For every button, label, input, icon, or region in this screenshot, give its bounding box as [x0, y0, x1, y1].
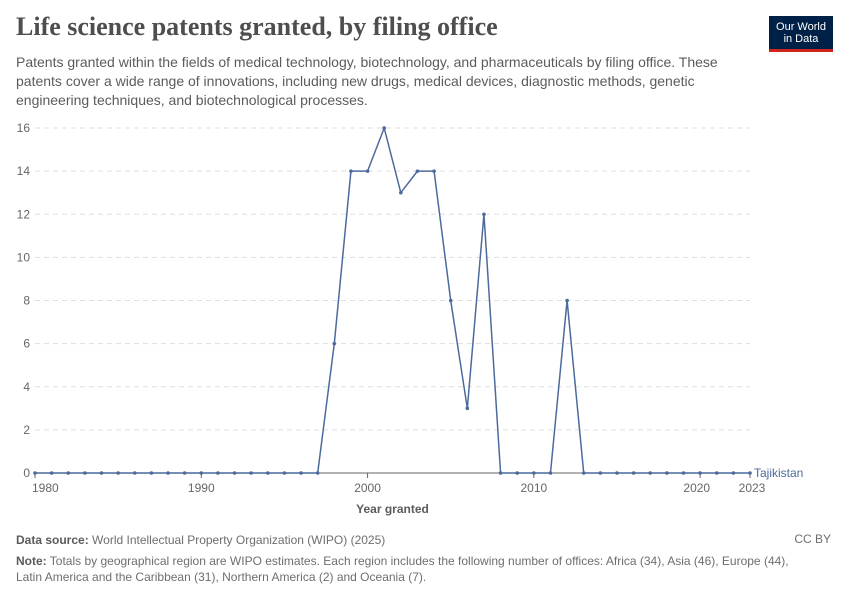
data-point: [731, 471, 736, 475]
data-point: [249, 471, 253, 475]
owid-logo[interactable]: Our World in Data: [769, 16, 833, 52]
data-point: [565, 298, 569, 303]
y-tick-label: 12: [17, 207, 31, 221]
y-tick-label: 14: [17, 164, 31, 178]
source-label: Data source:: [16, 533, 89, 547]
data-point: [132, 471, 137, 475]
line-chart: 0 2 4 6 8 10 12 14 16 1980 1990 2000 2010 2020 2023 T…: [17, 121, 804, 516]
data-point: [532, 471, 536, 475]
data-point: [748, 471, 752, 475]
data-point: [332, 341, 337, 346]
x-axis-label: Year granted: [356, 502, 429, 516]
data-point: [315, 471, 320, 475]
source-link[interactable]: World Intellectual Property Organization…: [92, 533, 386, 547]
data-point: [432, 169, 436, 173]
note-label: Note:: [16, 554, 47, 568]
y-tick-label: 2: [23, 423, 30, 437]
data-point: [232, 471, 237, 475]
data-point: [365, 169, 370, 173]
data-point: [714, 471, 719, 475]
x-tick-label: 2000: [354, 481, 381, 495]
data-point: [515, 471, 520, 475]
data-point: [615, 471, 619, 475]
logo-line-1: Our World: [776, 21, 826, 33]
series-line: [35, 127, 750, 474]
series-layer: Tajikistan: [33, 126, 803, 480]
data-point: [349, 169, 353, 173]
data-point: [498, 471, 503, 475]
data-point: [415, 169, 420, 173]
data-point: [265, 471, 270, 475]
data-point: [581, 471, 586, 475]
data-point: [648, 471, 653, 475]
data-point: [216, 471, 220, 475]
y-tick-label: 4: [23, 380, 30, 394]
y-tick-label: 10: [17, 250, 31, 264]
chart-note: Note: Totals by geographical region are …: [16, 553, 816, 585]
data-point: [448, 298, 453, 303]
note-text: Totals by geographical region are WIPO e…: [16, 554, 789, 584]
data-point: [482, 212, 486, 217]
x-tick-label: 2023: [739, 481, 766, 495]
x-tick-label: 2020: [683, 481, 710, 495]
data-point: [66, 471, 71, 475]
data-point: [665, 471, 669, 475]
data-point: [99, 471, 104, 475]
data-point: [698, 471, 702, 475]
chart-subtitle: Patents granted within the fields of med…: [16, 54, 718, 108]
grid-lines: [35, 127, 750, 474]
data-point: [399, 190, 403, 195]
data-point: [199, 471, 204, 475]
y-axis-ticks: 0 2 4 6 8 10 12 14 16: [17, 121, 31, 480]
series-label: Tajikistan: [754, 466, 803, 480]
data-point: [166, 471, 170, 475]
y-tick-label: 6: [23, 337, 30, 351]
y-tick-label: 16: [17, 121, 31, 135]
x-tick-label: 1980: [32, 481, 59, 495]
data-point: [681, 471, 686, 475]
logo-line-2: in Data: [783, 33, 819, 45]
data-point: [116, 471, 120, 475]
data-point: [465, 406, 470, 411]
data-point: [382, 126, 386, 130]
data-point: [182, 471, 187, 475]
license-link[interactable]: CC BY: [794, 532, 831, 546]
data-point: [282, 471, 287, 475]
data-point: [33, 471, 37, 475]
x-tick-label: 1990: [188, 481, 215, 495]
x-tick-label: 2010: [520, 481, 547, 495]
data-source: Data source: World Intellectual Property…: [16, 532, 385, 548]
data-point: [149, 471, 154, 475]
data-point: [49, 471, 54, 475]
data-point: [299, 471, 303, 475]
data-point: [548, 471, 553, 475]
y-tick-label: 0: [23, 466, 30, 480]
data-point: [598, 471, 603, 475]
chart-title: Life science patents granted, by filing …: [16, 12, 498, 41]
data-point: [83, 471, 87, 475]
y-tick-label: 8: [23, 294, 30, 308]
x-axis-ticks: 1980 1990 2000 2010 2020 2023: [32, 473, 766, 495]
data-point: [631, 471, 636, 475]
